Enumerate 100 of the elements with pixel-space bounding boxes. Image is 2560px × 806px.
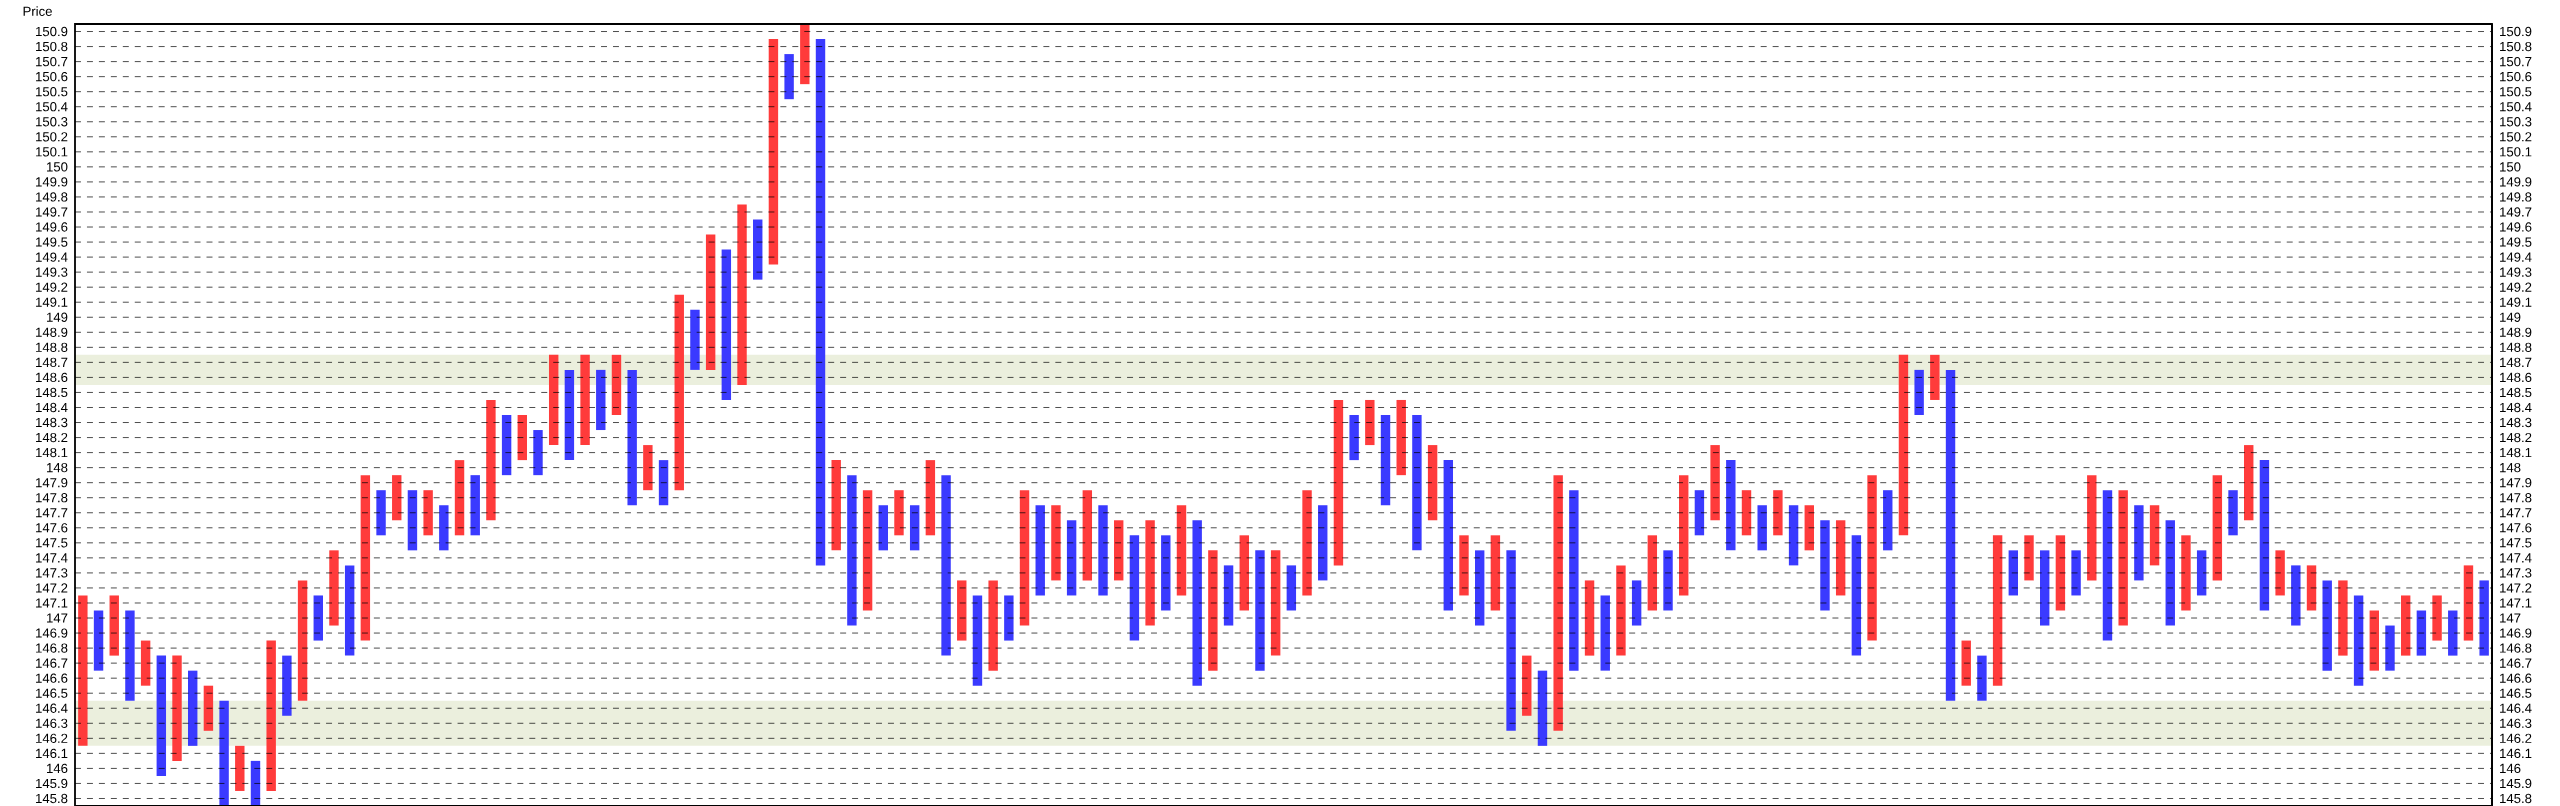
- bar: [1757, 505, 1767, 551]
- y-tick-label: 146.8: [36, 643, 68, 653]
- y2-tick-label: 147.8: [2500, 493, 2532, 503]
- y-tick-label: 150: [47, 162, 68, 172]
- bar: [1522, 655, 1532, 716]
- bar: [1286, 565, 1297, 611]
- bar: [1945, 369, 1956, 701]
- bar: [753, 219, 763, 280]
- y-tick-label: 149.1: [36, 297, 68, 307]
- y2-tick-label: 149.6: [2500, 222, 2532, 232]
- y2-tick-label: 147.6: [2500, 523, 2532, 533]
- y2-tick-label: 147.5: [2500, 538, 2532, 548]
- y-tick-label: 145.9: [36, 778, 68, 789]
- bar: [1302, 490, 1312, 596]
- bar: [1710, 445, 1720, 521]
- y-tick-label: 146.2: [36, 733, 68, 743]
- y-tick-label: 148.5: [36, 387, 68, 398]
- y-tick-label: 148.7: [36, 357, 68, 368]
- bar: [1883, 490, 1893, 551]
- bar: [1820, 520, 1830, 611]
- y-tick-label: 149.8: [36, 192, 68, 202]
- bar: [517, 415, 528, 461]
- y2-tick-label: 150: [2500, 162, 2521, 172]
- y-tick-label: 150.4: [36, 102, 68, 112]
- bar: [690, 309, 700, 370]
- bar: [1694, 490, 1705, 536]
- bar: [1679, 475, 1689, 596]
- bar: [2165, 520, 2175, 626]
- bar: [1051, 505, 1061, 581]
- y2-tick-label: 148: [2500, 462, 2521, 473]
- bar: [2181, 535, 2191, 611]
- bar: [2134, 505, 2144, 581]
- bar: [219, 700, 229, 806]
- bar: [392, 475, 402, 521]
- bar: [1506, 550, 1516, 731]
- y-tick-label: 148.9: [36, 327, 68, 337]
- y-tick-label: 149.4: [36, 252, 68, 262]
- y-tick-label: 150.1: [36, 147, 68, 157]
- bar: [2087, 475, 2097, 581]
- bar: [2400, 595, 2411, 656]
- y-tick-label: 146.6: [36, 673, 68, 683]
- y2-tick-label: 145.8: [2500, 793, 2532, 804]
- bar: [1239, 535, 1249, 611]
- bar: [1223, 565, 1234, 626]
- bar: [564, 369, 575, 461]
- y2-tick-label: 150.6: [2500, 71, 2532, 82]
- y-tick-label: 149.2: [36, 282, 68, 292]
- y-tick-label: 150.9: [36, 26, 68, 37]
- bar: [580, 354, 590, 446]
- bar: [2024, 535, 2034, 581]
- bar: [2275, 550, 2285, 596]
- y-tick-label: 148: [47, 462, 68, 473]
- y-tick-label: 150.3: [36, 117, 68, 127]
- bar: [988, 580, 998, 671]
- bar: [1443, 460, 1454, 611]
- bar: [1412, 415, 1422, 551]
- bar: [1255, 550, 1265, 671]
- y-tick-label: 149.7: [36, 207, 68, 217]
- bar: [1616, 565, 1626, 656]
- y-tick-label: 146: [47, 763, 68, 774]
- bar: [2228, 490, 2238, 536]
- y2-tick-label: 150.8: [2500, 41, 2532, 52]
- bar: [156, 655, 167, 776]
- bar: [1365, 399, 1375, 446]
- bar: [1600, 595, 1610, 671]
- y2-tick-label: 150.1: [2500, 147, 2532, 157]
- y-tick-label: 145.8: [36, 793, 68, 804]
- bar: [1851, 535, 1862, 656]
- bar: [878, 505, 888, 551]
- bar: [2291, 565, 2301, 626]
- bar: [172, 655, 182, 761]
- bar: [925, 460, 936, 536]
- y2-tick-label: 149.4: [2500, 252, 2532, 262]
- y-tick-label: 147.8: [36, 493, 68, 503]
- bar: [972, 595, 983, 686]
- y2-tick-label: 146.7: [2500, 658, 2532, 668]
- y2-tick-label: 149.5: [2500, 237, 2532, 247]
- bar: [2118, 490, 2128, 626]
- y2-tick-label: 148.6: [2500, 372, 2532, 383]
- bar: [203, 685, 214, 731]
- bar: [2385, 625, 2395, 671]
- y2-tick-label: 146.5: [2500, 688, 2532, 698]
- bar: [1349, 415, 1359, 461]
- y2-tick-label: 148.2: [2500, 432, 2532, 443]
- bar: [2212, 475, 2223, 581]
- y2-tick-label: 148.4: [2500, 402, 2532, 413]
- bar: [957, 580, 967, 641]
- bar: [423, 490, 433, 536]
- y2-tick-label: 148.5: [2500, 387, 2532, 398]
- y-tick-label: 148.6: [36, 372, 68, 383]
- bar: [2244, 445, 2254, 521]
- bar: [894, 490, 904, 536]
- y-tick-label: 149.5: [36, 237, 68, 247]
- bar: [862, 490, 873, 611]
- y-tick-label: 147.2: [36, 583, 68, 593]
- bar: [501, 415, 512, 476]
- y2-tick-label: 146.3: [2500, 718, 2532, 728]
- y2-tick-label: 150.2: [2500, 132, 2532, 142]
- bar: [768, 39, 779, 265]
- y2-tick-label: 150.4: [2500, 102, 2532, 112]
